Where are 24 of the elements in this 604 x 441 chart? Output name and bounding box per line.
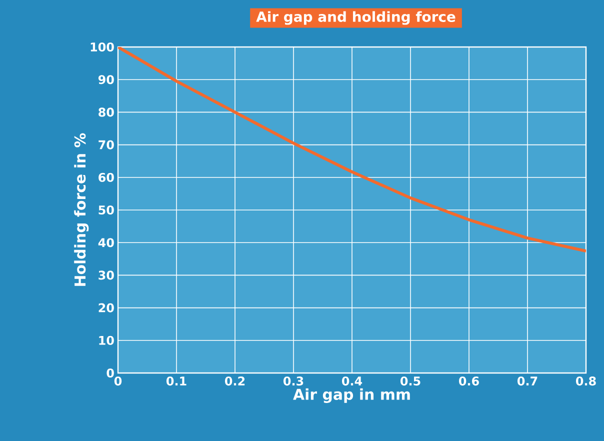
- chart-title: Air gap and holding force: [256, 11, 456, 25]
- x-tick-label: 0.2: [224, 376, 245, 386]
- x-tick-label: 0.7: [517, 376, 538, 386]
- y-tick-label: 20: [98, 303, 114, 312]
- x-tick-label: 0.8: [576, 376, 596, 386]
- y-tick-label: 60: [98, 172, 114, 182]
- y-tick-label: 70: [98, 140, 114, 150]
- y-tick-label: 40: [98, 238, 114, 248]
- x-tick-label: 0.5: [400, 376, 420, 386]
- x-axis-title: Air gap in mm: [293, 388, 410, 403]
- y-tick-label: 10: [99, 336, 114, 345]
- y-axis-title: Holding force in %: [74, 133, 89, 286]
- x-tick-label: 0: [114, 376, 122, 386]
- line-series: [118, 46, 586, 253]
- x-tick-label: 0.6: [458, 376, 479, 386]
- y-tick-label: 30: [98, 270, 114, 280]
- y-tick-label: 0: [106, 368, 114, 378]
- y-tick-label: 80: [98, 108, 114, 117]
- x-tick-label: 0.1: [166, 376, 186, 386]
- y-tick-label: 90: [98, 75, 114, 84]
- y-tick-label: 50: [98, 205, 114, 215]
- y-tick-label: 100: [90, 42, 114, 52]
- x-tick-label: 0.4: [342, 376, 362, 386]
- x-tick-label: 0.3: [283, 376, 304, 386]
